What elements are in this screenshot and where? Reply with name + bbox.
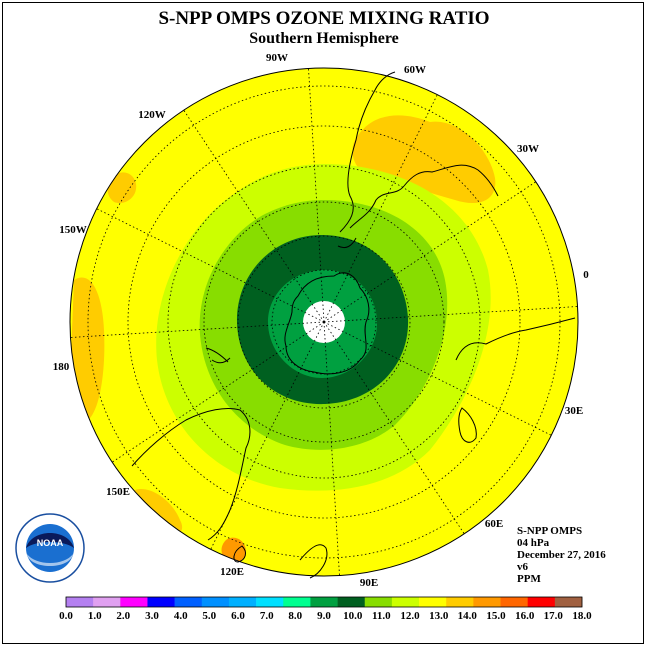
south-america-east-coastline xyxy=(349,164,499,229)
colorbar-segment xyxy=(147,597,175,607)
colorbar-segment xyxy=(228,597,257,607)
latitude-circle-60S xyxy=(203,201,445,443)
latitude-circle-40S xyxy=(127,125,521,519)
colorbar-segment xyxy=(391,597,420,607)
ozone-patch-orange-atlantic xyxy=(352,115,496,204)
lon-label-150e: 150E xyxy=(106,486,130,498)
map-boundary xyxy=(69,67,579,577)
colorbar-segment xyxy=(120,597,148,607)
lon-label-30e: 30E xyxy=(565,405,583,417)
africa-coastline xyxy=(455,317,576,361)
info-block: S-NPP OMPS 04 hPa December 27, 2016 v6 P… xyxy=(517,525,606,585)
colorbar-segment xyxy=(93,597,121,607)
colorbar-tick-label: 5.0 xyxy=(202,610,216,622)
colorbar-tick-label: 8.0 xyxy=(288,610,302,622)
colorbar-tick-label: 6.0 xyxy=(231,610,245,622)
colorbar-segment xyxy=(473,597,501,607)
colorbar-tick-label: 18.0 xyxy=(572,610,592,622)
lon-label-0: 0 xyxy=(583,269,589,281)
tasmania-coastline xyxy=(233,545,246,563)
colorbar-segment xyxy=(174,597,203,607)
info-instrument: S-NPP OMPS xyxy=(517,525,583,537)
lon-label-180: 180 xyxy=(53,361,70,373)
latitude-circle-80S xyxy=(271,269,377,375)
south-america-tip xyxy=(337,237,357,249)
colorbar-tick-label: 2.0 xyxy=(116,610,130,622)
noaa-logo: NOAA xyxy=(15,513,85,583)
noaa-logo-wave xyxy=(27,554,73,566)
colorbar-tick-label: 3.0 xyxy=(145,610,159,622)
page-subtitle: Southern Hemisphere xyxy=(249,30,399,47)
colorbar-border xyxy=(65,596,583,608)
colorbar-segment xyxy=(527,597,556,607)
colorbar-tick-label: 13.0 xyxy=(429,610,449,622)
colorbar-segment xyxy=(66,597,94,607)
colorbar-tick-label: 15.0 xyxy=(486,610,506,622)
lon-label-90w: 90W xyxy=(266,52,288,64)
colorbar-tick-label: 17.0 xyxy=(544,610,564,622)
colorbar-segment xyxy=(256,597,284,607)
ozone-patch-orange-australia xyxy=(134,489,183,535)
colorbar-segment xyxy=(283,597,311,607)
longitude-labels: 90W 60W 30W 0 30E 60E 90E 120E 150E 180 … xyxy=(53,52,590,589)
lon-label-60w: 60W xyxy=(404,64,426,76)
noaa-logo-text: NOAA xyxy=(37,538,64,548)
lon-label-90e: 90E xyxy=(360,577,378,589)
new-zealand-coastline xyxy=(205,347,231,364)
colorbar-tick-label: 11.0 xyxy=(372,610,391,622)
page-title: S-NPP OMPS OZONE MIXING RATIO xyxy=(158,8,490,29)
lon-label-120e: 120E xyxy=(220,566,244,578)
colorbar-tick-label: 12.0 xyxy=(400,610,420,622)
antarctica-coastline xyxy=(284,272,370,375)
lon-label-150w: 150W xyxy=(59,224,87,236)
info-level: 04 hPa xyxy=(517,537,550,549)
indonesia-coastline xyxy=(299,544,328,579)
colorbar-tick-label: 14.0 xyxy=(458,610,478,622)
noaa-logo-bird xyxy=(26,533,74,548)
colorbar-tick-label: 0.0 xyxy=(59,610,73,622)
lon-label-60e: 60E xyxy=(485,518,503,530)
colorbar-tick-label: 10.0 xyxy=(343,610,363,622)
colorbar-segment xyxy=(337,597,366,607)
colorbar-tick-label: 1.0 xyxy=(88,610,102,622)
colorbar: 0.0 1.0 2.0 3.0 4.0 5.0 6.0 7.0 8.0 9.0 10.0 11.0 12… xyxy=(59,596,592,622)
madagascar-coastline xyxy=(458,407,477,443)
latitude-circle-30S xyxy=(87,85,561,559)
graticule xyxy=(70,68,578,576)
ozone-patch-orange-pacific-east xyxy=(71,277,105,421)
colorbar-tick-label: 9.0 xyxy=(317,610,331,622)
lon-label-30w: 30W xyxy=(517,143,539,155)
colorbar-segment xyxy=(201,597,230,607)
colorbar-segment xyxy=(364,597,393,607)
south-america-west-coastline xyxy=(339,71,396,233)
lon-label-120w: 120W xyxy=(138,109,166,121)
colorbar-segment xyxy=(500,597,528,607)
colorbar-segment xyxy=(310,597,338,607)
colorbar-segment xyxy=(554,597,583,607)
latitude-circle-50S xyxy=(167,165,481,479)
latitude-circle-70S xyxy=(237,235,411,409)
ozone-patch-orange-pacific-north xyxy=(107,172,137,204)
info-version: v6 xyxy=(517,561,528,573)
colorbar-tick-label: 4.0 xyxy=(174,610,188,622)
info-units: PPM xyxy=(517,573,541,585)
colorbar-segment xyxy=(419,597,447,607)
colorbar-tick-label: 7.0 xyxy=(260,610,274,622)
info-date: December 27, 2016 xyxy=(517,549,606,561)
colorbar-tick-label: 16.0 xyxy=(515,610,535,622)
colorbar-segment xyxy=(446,597,474,607)
